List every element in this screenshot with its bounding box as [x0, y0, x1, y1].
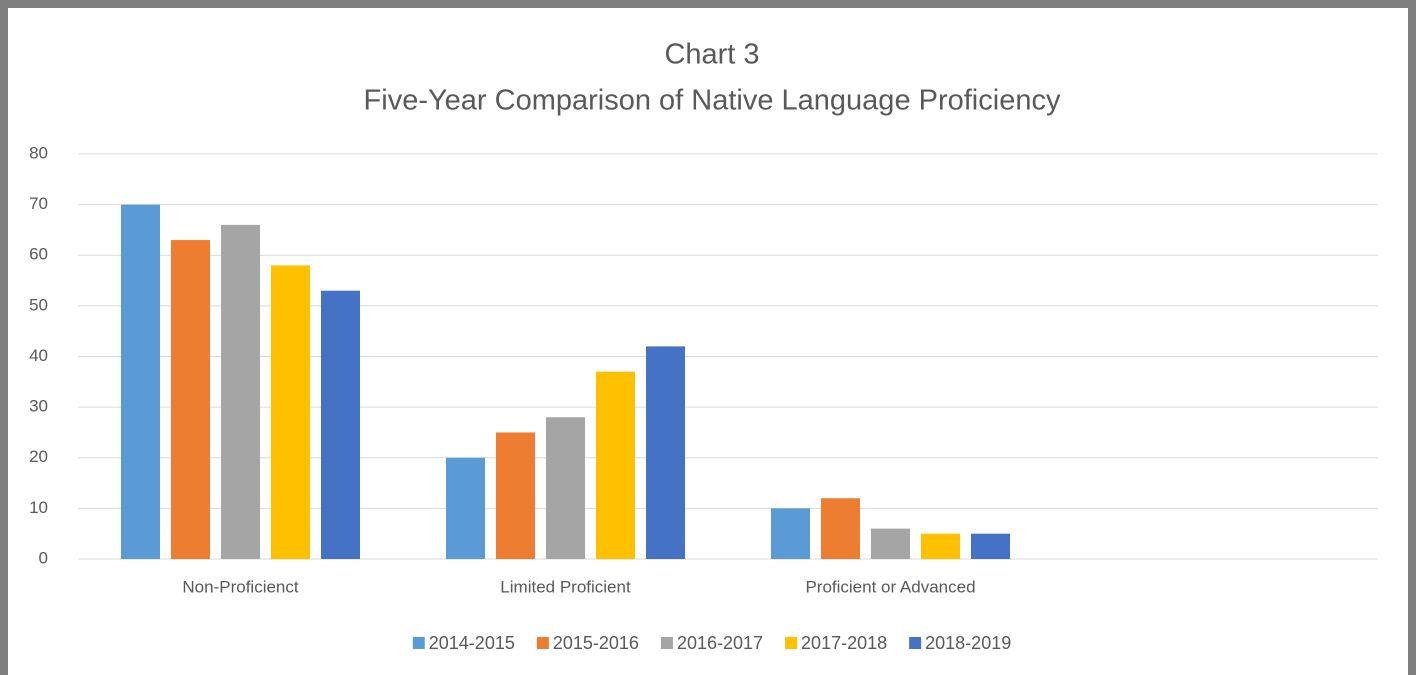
legend-label: 2018-2019	[925, 633, 1011, 653]
y-tick-label: 40	[29, 346, 48, 365]
legend-swatch	[909, 637, 922, 649]
bar	[321, 290, 360, 559]
legend-label: 2017-2018	[801, 633, 887, 653]
x-tick-label: Non-Proficienct	[182, 577, 298, 596]
legend-swatch	[660, 637, 673, 649]
legend-label: 2015-2016	[553, 633, 639, 653]
bar	[121, 204, 160, 559]
bar	[921, 533, 960, 559]
legend-swatch	[785, 637, 798, 649]
legend-label: 2014-2015	[429, 633, 515, 653]
y-tick-label: 10	[29, 498, 48, 517]
bar	[171, 240, 210, 559]
y-tick-label: 60	[29, 245, 48, 264]
y-tick-label: 70	[29, 194, 48, 213]
bar	[221, 224, 260, 559]
bar	[496, 432, 535, 559]
y-tick-label: 80	[29, 143, 48, 162]
x-tick-label: Limited Proficient	[500, 577, 631, 596]
bar	[596, 371, 635, 559]
legend-swatch	[536, 637, 549, 649]
x-tick-label: Proficient or Advanced	[805, 577, 975, 596]
bar	[271, 265, 310, 559]
legend-label: 2016-2017	[677, 633, 763, 653]
legend-swatch	[412, 637, 425, 649]
bar	[546, 417, 585, 559]
y-tick-label: 30	[29, 397, 48, 416]
bar	[871, 528, 910, 559]
bar	[646, 346, 685, 559]
y-tick-label: 50	[29, 295, 48, 314]
y-tick-label: 0	[39, 548, 48, 567]
chart-subtitle: Five-Year Comparison of Native Language …	[364, 85, 1061, 117]
y-tick-label: 20	[29, 447, 48, 466]
chart-title: Chart 3	[664, 39, 759, 71]
bar	[821, 498, 860, 559]
bar	[771, 508, 810, 559]
bar	[446, 457, 485, 559]
bar	[971, 533, 1010, 559]
